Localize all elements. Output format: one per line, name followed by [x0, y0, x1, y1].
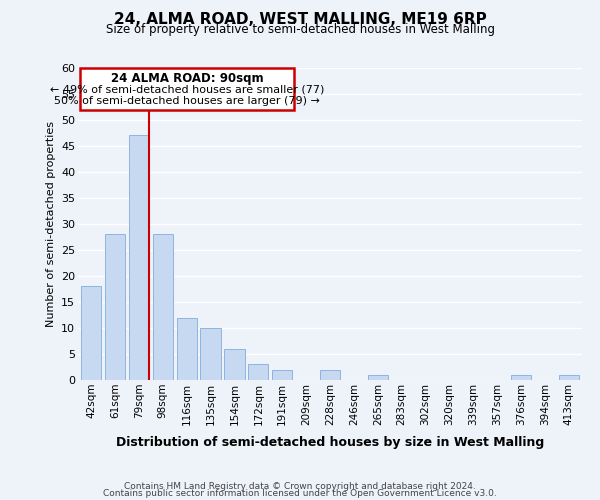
Text: 50% of semi-detached houses are larger (79) →: 50% of semi-detached houses are larger (…	[54, 96, 320, 106]
Bar	[559, 375, 579, 380]
Bar	[368, 375, 388, 380]
Text: 24, ALMA ROAD, WEST MALLING, ME19 6RP: 24, ALMA ROAD, WEST MALLING, ME19 6RP	[113, 12, 487, 28]
Bar	[511, 375, 531, 380]
Text: 24 ALMA ROAD: 90sqm: 24 ALMA ROAD: 90sqm	[110, 72, 263, 85]
Bar	[152, 234, 173, 380]
Bar	[272, 370, 292, 380]
Text: ← 49% of semi-detached houses are smaller (77): ← 49% of semi-detached houses are smalle…	[50, 84, 324, 94]
Text: Contains HM Land Registry data © Crown copyright and database right 2024.: Contains HM Land Registry data © Crown c…	[124, 482, 476, 491]
Text: Contains public sector information licensed under the Open Government Licence v3: Contains public sector information licen…	[103, 489, 497, 498]
Bar	[105, 234, 125, 380]
Bar	[320, 370, 340, 380]
Text: Size of property relative to semi-detached houses in West Malling: Size of property relative to semi-detach…	[106, 22, 494, 36]
Bar	[224, 349, 245, 380]
Bar	[176, 318, 197, 380]
X-axis label: Distribution of semi-detached houses by size in West Malling: Distribution of semi-detached houses by …	[116, 436, 544, 449]
Bar	[248, 364, 268, 380]
Y-axis label: Number of semi-detached properties: Number of semi-detached properties	[46, 120, 56, 327]
Bar	[200, 328, 221, 380]
Bar	[129, 135, 149, 380]
Bar	[81, 286, 101, 380]
Bar	[80, 68, 294, 110]
